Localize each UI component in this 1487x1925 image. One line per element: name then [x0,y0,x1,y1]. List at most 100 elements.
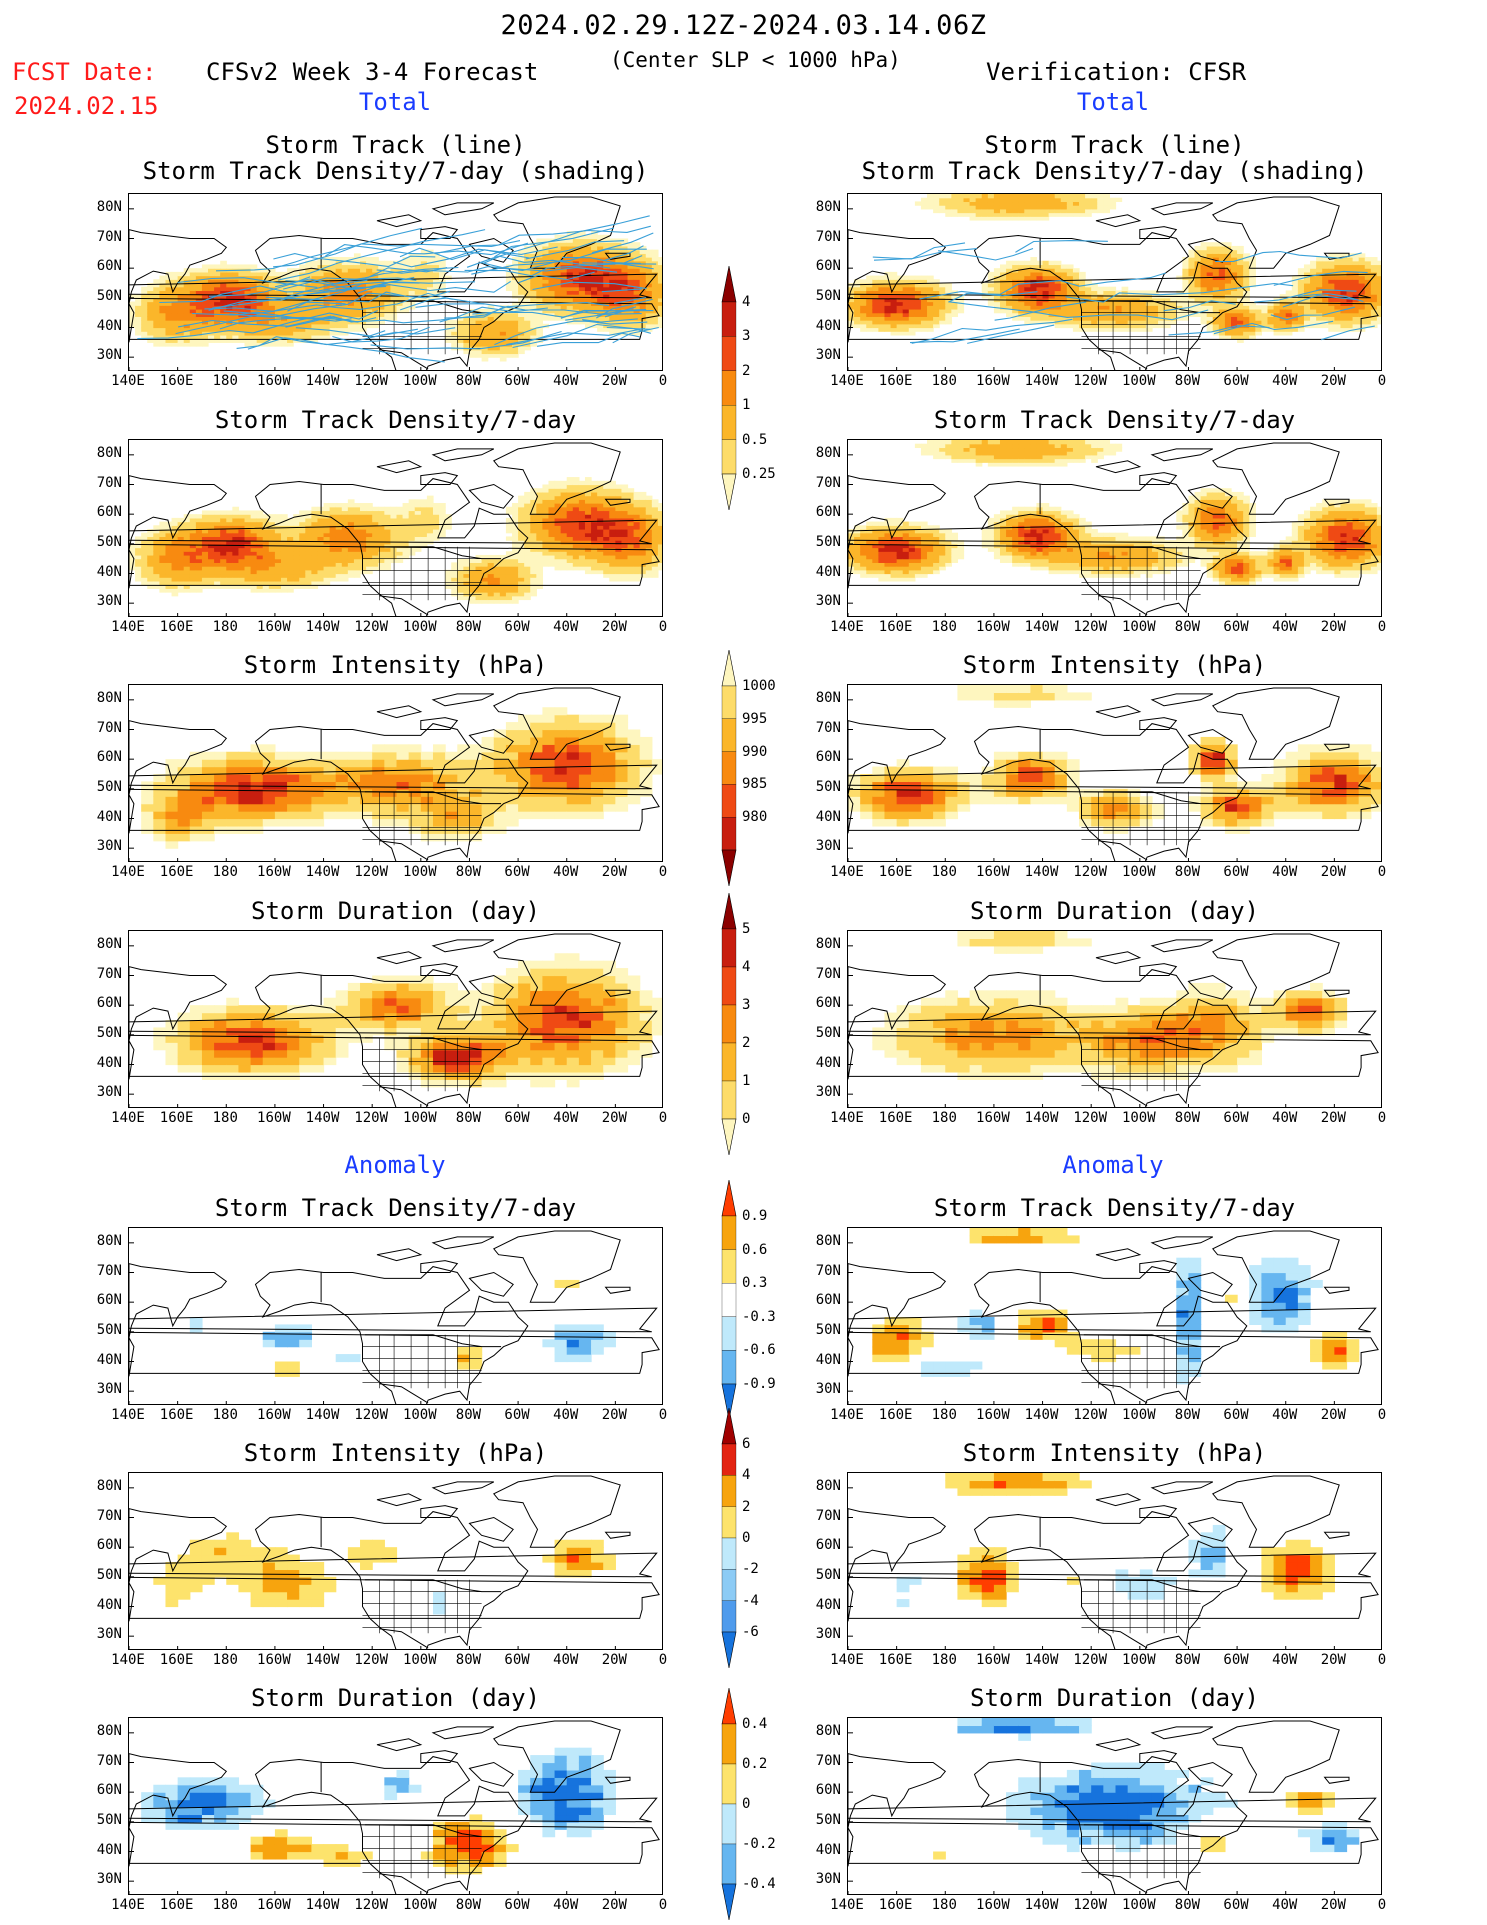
lon-label: 40W [553,619,579,635]
lon-label: 140E [111,619,145,635]
density-colorbar-label: 3 [742,328,751,345]
intensity-anomaly-colorbar-label: -4 [742,1592,759,1609]
lon-label: 100W [402,864,437,880]
state-lines [362,546,482,601]
lon-label: 40W [553,1652,579,1668]
lon-label: 60W [504,1652,530,1668]
lon-label: 80W [1174,864,1201,880]
lon-label: 100W [1121,1897,1156,1913]
lon-label: 120W [1073,864,1108,880]
lat-label: 40N [96,808,122,825]
lat-label: 30N [96,1381,122,1398]
lon-label: 140E [111,373,145,389]
lon-label: 180 [931,864,957,880]
lat-label: 70N [815,965,841,982]
lat-label: 80N [96,198,122,215]
lon-label: 20W [1320,1110,1346,1126]
lon-label: 140E [830,619,864,635]
lon-label: 20W [1320,1897,1346,1913]
lat-label: 30N [96,593,122,610]
right-duration-anomaly-panel [847,1717,1382,1895]
lat-label: 40N [96,317,122,334]
lon-label: 60W [1223,373,1249,389]
lon-label: 40W [553,1407,579,1423]
intensity-colorbar-label: 980 [742,809,768,826]
left-track-panel [128,193,663,371]
lon-label: 120W [354,373,389,389]
left-intensity-anomaly-panel-title: Storm Intensity (hPa) [243,1439,548,1467]
lat-label: 60N [96,1292,122,1309]
lat-label: 30N [815,1871,841,1888]
lon-label: 80W [455,1652,482,1668]
lat-label: 80N [96,1477,122,1494]
lon-label: 100W [1121,864,1156,880]
lon-label: 80W [1174,373,1201,389]
lon-label: 60W [1223,864,1249,880]
coastlines [129,1230,660,1404]
lon-label: 160E [878,1897,913,1913]
lat-label: 80N [815,1477,841,1494]
lon-label: 140W [305,1407,340,1423]
state-lines [362,1037,482,1092]
lat-label: 70N [815,719,841,736]
lat-label: 80N [96,1232,122,1249]
lat-label: 80N [815,689,841,706]
density-colorbar-label: 2 [742,362,751,379]
lon-label: 0 [1377,1110,1387,1126]
lat-label: 40N [96,1596,122,1613]
lon-label: 120W [1073,619,1108,635]
lat-label: 30N [96,1871,122,1888]
density-anomaly-colorbar [721,1180,737,1420]
lat-label: 60N [96,504,122,521]
coastlines [129,1475,660,1649]
lon-label: 20W [601,1652,627,1668]
lon-label: 120W [1073,1110,1108,1126]
lon-label: 20W [1320,619,1346,635]
duration-colorbar-label: 2 [742,1035,751,1051]
lon-label: 180 [212,373,238,389]
lon-label: 60W [504,864,530,880]
density-colorbar-label: 1 [742,397,751,414]
lon-label: 40W [1272,1407,1298,1423]
lat-label: 50N [815,1321,841,1338]
lon-label: 80W [1174,1110,1201,1126]
lat-label: 60N [96,1782,122,1799]
lon-label: 160E [159,864,194,880]
lon-label: 100W [1121,619,1156,635]
lon-label: 160W [257,864,291,880]
left-density-panel-title: Storm Track Density/7-day [214,406,577,434]
density-colorbar [721,266,737,510]
coastlines [848,1230,1379,1404]
coastlines [129,687,660,861]
lon-label: 160W [976,619,1010,635]
lat-label: 60N [815,1537,841,1554]
density-colorbar-label: 0.5 [742,431,768,448]
lon-label: 140W [1024,619,1059,635]
field-shading [848,685,1381,834]
lon-label: 140W [1024,1652,1059,1668]
lon-label: 120W [1073,1897,1108,1913]
lon-label: 160W [976,1407,1010,1423]
lat-label: 50N [96,1024,122,1041]
state-lines [362,1579,482,1634]
lon-label: 40W [1272,1652,1298,1668]
lon-label: 120W [1073,1407,1108,1423]
lat-label: 70N [96,965,122,982]
right-duration-panel [847,930,1382,1108]
lon-label: 140W [305,864,340,880]
intensity-anomaly-colorbar-label: -2 [742,1561,759,1578]
field-shading [153,953,662,1088]
lon-label: 20W [601,1897,627,1913]
lon-label: 40W [553,1110,579,1126]
lon-label: 0 [658,1652,668,1668]
lon-label: 140E [830,864,864,880]
lon-label: 160W [976,1652,1010,1668]
lat-label: 50N [815,1566,841,1583]
lon-label: 140W [305,373,340,389]
lat-label: 70N [815,1752,841,1769]
forecast-subtitle: (Center SLP < 1000 hPa) [610,48,901,72]
lon-label: 120W [1073,373,1108,389]
state-lines [362,791,482,846]
field-shading [896,1473,1335,1608]
lat-label: 30N [815,838,841,855]
